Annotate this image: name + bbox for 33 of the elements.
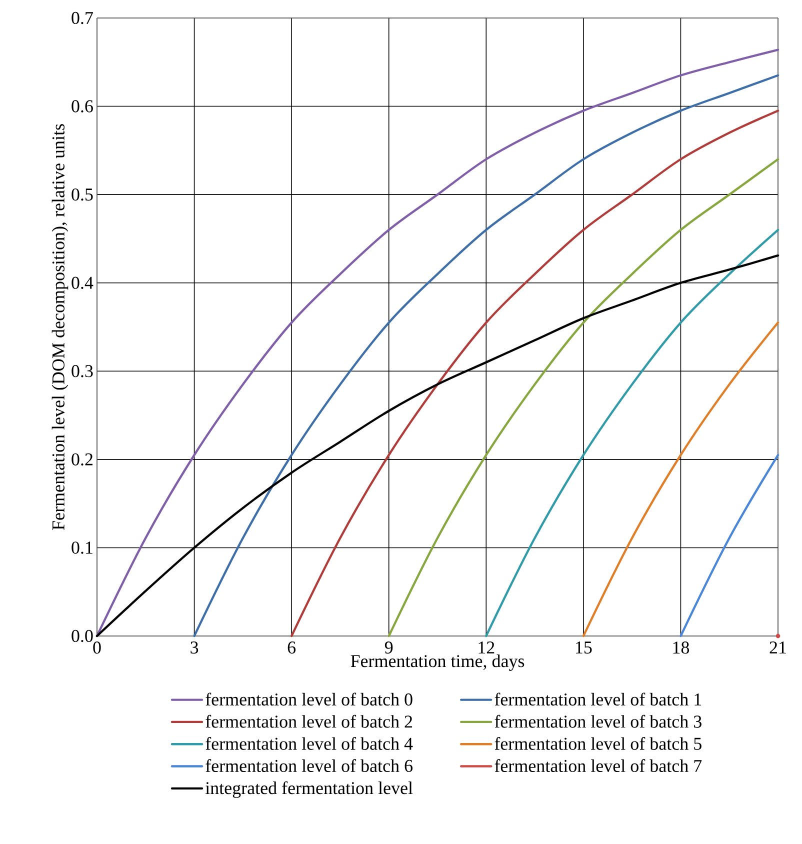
legend-label: integrated fermentation level xyxy=(205,781,413,798)
line-series xyxy=(193,74,780,638)
line-series xyxy=(388,158,780,638)
y-tick-label: 0.0 xyxy=(72,630,93,642)
y-tick-label: 0.3 xyxy=(72,365,93,378)
y-axis-title: Fermentation level (DOM decomposition), relative units xyxy=(52,124,68,530)
x-tick-label: 9 xyxy=(384,642,393,654)
y-tick-label: 0.5 xyxy=(72,188,93,201)
y-tick-label: 0.4 xyxy=(72,276,94,289)
line-series xyxy=(485,228,780,638)
y-tick-label: 0.2 xyxy=(72,453,92,466)
legend-label: fermentation level of batch 2 xyxy=(206,714,412,728)
x-tick-label: 3 xyxy=(190,642,198,654)
x-tick-label: 6 xyxy=(288,642,296,654)
legend-label: fermentation level of batch 4 xyxy=(206,737,413,750)
legend-label: fermentation level of batch 6 xyxy=(206,759,412,772)
line-series xyxy=(290,110,780,638)
x-tick-label: 0 xyxy=(93,642,101,654)
line-series xyxy=(582,321,780,638)
x-tick-label: 18 xyxy=(673,642,690,654)
legend-label: fermentation level of batch 7 xyxy=(494,759,702,772)
legend-label: fermentation level of batch 1 xyxy=(494,692,702,706)
x-tick-label: 12 xyxy=(478,642,494,654)
line-series xyxy=(96,48,780,638)
legend-label: fermentation level of batch 5 xyxy=(494,737,702,750)
x-tick-label: 15 xyxy=(576,642,592,654)
y-tick-label: 0.7 xyxy=(72,12,93,24)
x-tick-label: 21 xyxy=(770,642,786,654)
legend-label: fermentation level of batch 3 xyxy=(494,714,702,728)
y-tick-label: 0.1 xyxy=(72,542,92,554)
legend-label: fermentation level of batch 0 xyxy=(206,692,412,706)
x-axis-title: Fermentation time, days xyxy=(350,654,524,671)
y-tick-label: 0.6 xyxy=(72,100,93,112)
